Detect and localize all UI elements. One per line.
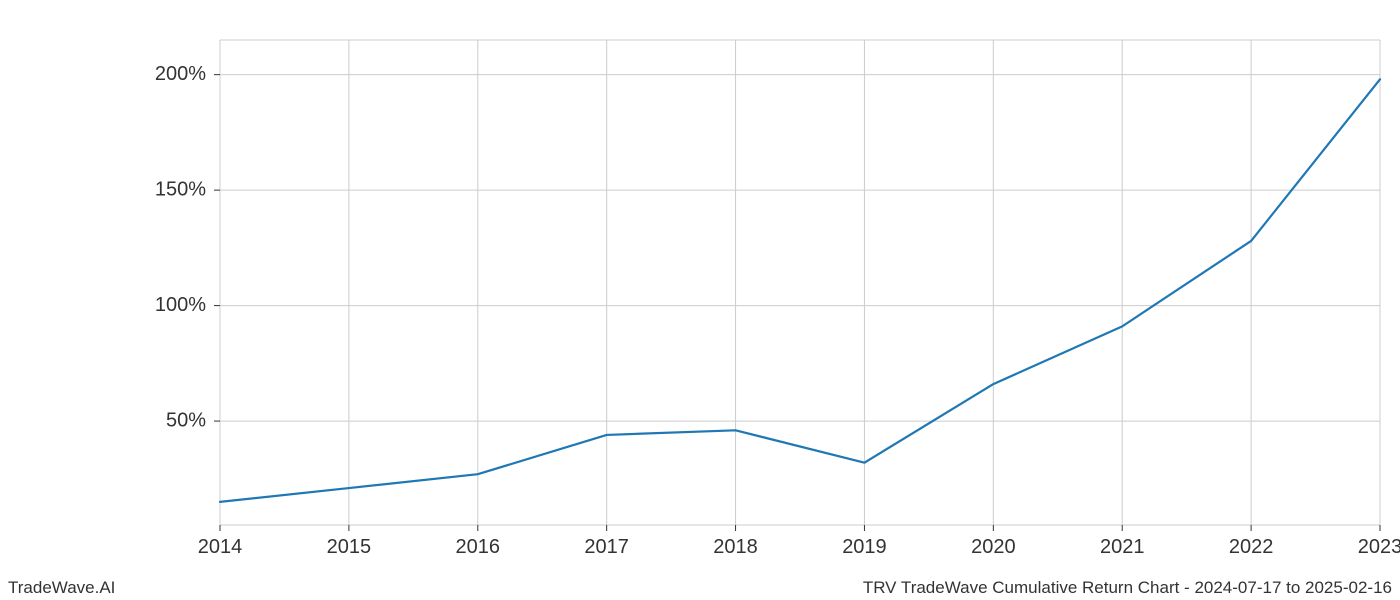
x-tick-label: 2023 bbox=[1358, 536, 1400, 558]
footer-brand: TradeWave.AI bbox=[8, 578, 115, 598]
chart-footer: TradeWave.AI TRV TradeWave Cumulative Re… bbox=[0, 572, 1400, 600]
y-tick-label: 100% bbox=[155, 294, 206, 316]
x-tick-label: 2021 bbox=[1100, 536, 1145, 558]
x-tick-label: 2019 bbox=[842, 536, 887, 558]
x-tick-label: 2016 bbox=[456, 536, 501, 558]
x-tick-label: 2022 bbox=[1229, 536, 1274, 558]
y-tick-label: 200% bbox=[155, 63, 206, 85]
x-tick-label: 2018 bbox=[713, 536, 758, 558]
x-tick-label: 2015 bbox=[327, 536, 372, 558]
chart-container: 2014 2015 2016 2017 2018 2019 2020 2021 2022 2023… bbox=[0, 0, 1400, 600]
footer-caption: TRV TradeWave Cumulative Return Chart - … bbox=[863, 578, 1392, 598]
y-tick-label: 50% bbox=[166, 409, 206, 431]
x-tick-label: 2014 bbox=[198, 536, 243, 558]
line-chart: 2014 2015 2016 2017 2018 2019 2020 2021 2022 2023… bbox=[0, 0, 1400, 600]
x-tick-label: 2017 bbox=[584, 536, 629, 558]
chart-bg bbox=[0, 0, 1400, 600]
x-tick-label: 2020 bbox=[971, 536, 1016, 558]
y-tick-label: 150% bbox=[155, 178, 206, 200]
